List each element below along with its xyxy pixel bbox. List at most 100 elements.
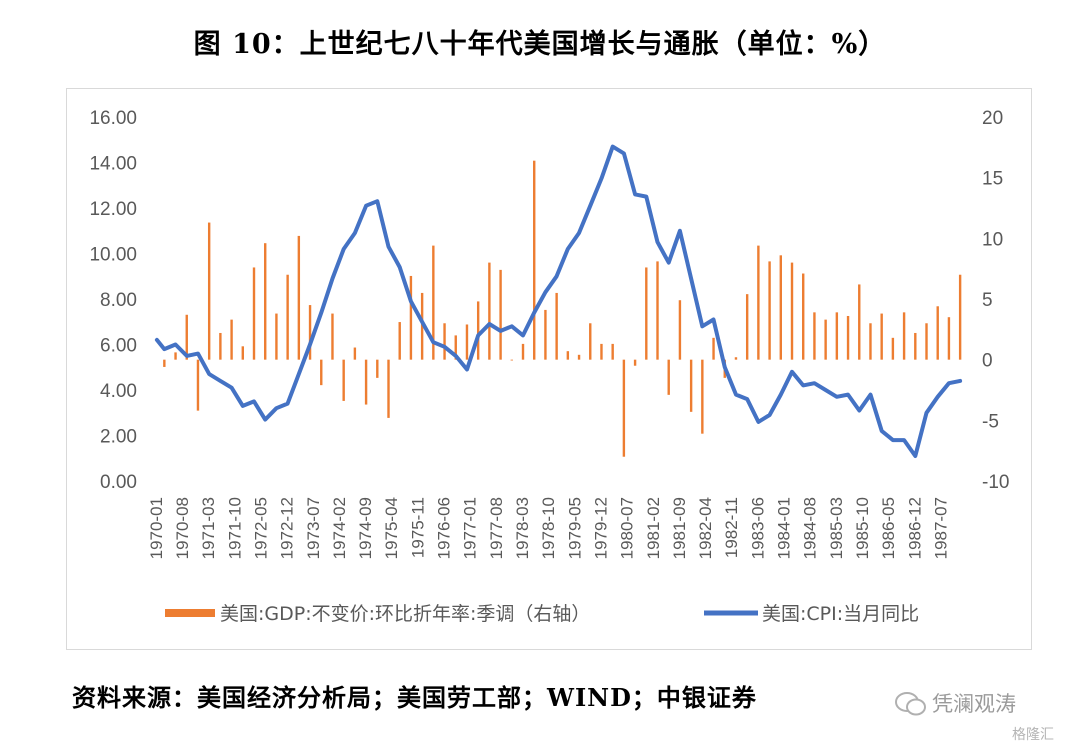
x-axis-tick-label: 1971-10 — [225, 497, 244, 559]
right-axis-tick-label: -10 — [982, 472, 1009, 493]
gdp-bar — [689, 359, 693, 412]
gdp-bar — [958, 274, 962, 360]
gdp-bar — [577, 354, 581, 360]
x-axis-tick-label: 1979-12 — [591, 497, 610, 559]
gdp-bar — [947, 317, 951, 360]
watermark-text: 凭澜观涛 — [932, 692, 1016, 716]
x-axis-tick-label: 1985-10 — [853, 497, 872, 559]
x-axis-tick-label: 1978-03 — [513, 497, 532, 559]
gdp-bar — [476, 301, 480, 360]
left-axis-tick-label: 6.00 — [100, 336, 137, 357]
x-axis-tick-label: 1983-06 — [748, 497, 767, 559]
legend-cpi-label: 美国:CPI:当月同比 — [762, 603, 919, 625]
gdp-bar — [241, 346, 244, 360]
right-axis-tick-label: 20 — [982, 108, 1003, 129]
gdp-bar — [645, 267, 648, 360]
gdp-bar — [802, 273, 805, 360]
gdp-bar — [465, 324, 469, 360]
x-axis-tick-label: 1986-05 — [879, 497, 898, 559]
x-axis-tick-label: 1978-10 — [539, 497, 558, 559]
gdp-bar — [622, 359, 626, 457]
gdp-bar — [387, 359, 390, 418]
gdp-bar — [566, 351, 570, 360]
right-axis-tick-label: 0 — [982, 351, 993, 372]
gdp-bar — [510, 359, 513, 361]
gdp-bar — [320, 359, 323, 386]
gdp-bar — [174, 352, 177, 360]
gdp-bar — [891, 337, 895, 360]
gdp-bar — [779, 255, 782, 360]
watermark-site: 格隆汇 — [1012, 727, 1054, 743]
gdp-bar — [555, 292, 558, 360]
gdp-bar — [656, 261, 659, 360]
gdp-bar — [902, 312, 906, 360]
gdp-bar — [163, 359, 166, 367]
x-axis-tick-label: 1973-07 — [304, 497, 323, 559]
gdp-bar — [409, 275, 413, 360]
cpi-line — [154, 144, 963, 458]
right-axis-tick-label: 5 — [982, 290, 993, 311]
x-axis-tick-label: 1972-05 — [251, 497, 270, 559]
gdp-bar — [835, 312, 839, 360]
gdp-bar — [745, 294, 749, 360]
gdp-bar — [252, 267, 256, 360]
gdp-bar — [521, 343, 525, 360]
gdp-bar — [925, 323, 928, 360]
chart-frame — [66, 88, 1032, 650]
gdp-bar — [824, 319, 827, 360]
gdp-bar — [376, 359, 379, 378]
gdp-bar — [936, 306, 939, 360]
gdp-bar — [790, 262, 794, 360]
gdp-bar — [207, 222, 211, 360]
left-axis-tick-label: 16.00 — [89, 108, 137, 129]
gdp-bar — [589, 323, 592, 360]
left-axis-tick-label: 0.00 — [100, 472, 137, 493]
gdp-bar — [633, 359, 637, 366]
right-axis-tick-label: 10 — [982, 229, 1003, 250]
x-axis-tick-label: 1984-01 — [775, 497, 794, 559]
gdp-bar — [275, 313, 278, 360]
gdp-bar — [869, 323, 872, 360]
gdp-bar — [914, 332, 917, 360]
legend-gdp-label: 美国:GDP:不变价:环比折年率:季调（右轴） — [220, 603, 590, 625]
gdp-bar — [488, 262, 491, 360]
gdp-bar — [297, 235, 301, 360]
chart-title: 图 10：上世纪七八十年代美国增长与通胀（单位：%） — [193, 29, 887, 60]
gdp-bar — [331, 313, 334, 360]
x-axis-tick-label: 1986-12 — [905, 497, 924, 559]
gdp-bar — [196, 359, 200, 411]
x-axis-tick-label: 1976-06 — [435, 497, 454, 559]
x-axis-tick-label: 1972-12 — [278, 497, 297, 559]
gdp-bar — [734, 357, 738, 360]
gdp-bar — [600, 343, 603, 360]
gdp-bar — [858, 284, 861, 360]
gdp-bar — [286, 274, 289, 360]
gdp-bar — [846, 315, 850, 360]
gdp-bar — [432, 245, 435, 360]
x-axis-tick-label: 1979-05 — [565, 497, 584, 559]
gdp-bar — [264, 243, 267, 360]
x-axis-tick-label: 1985-03 — [827, 497, 846, 559]
x-axis-tick-label: 1980-07 — [618, 497, 637, 559]
wechat-logo-icon — [895, 692, 926, 716]
x-axis-tick-label: 1977-08 — [487, 497, 506, 559]
x-axis-tick-label: 1971-03 — [199, 497, 218, 559]
gdp-bar — [813, 312, 816, 360]
left-axis-tick-label: 14.00 — [89, 154, 137, 175]
right-axis-tick-label: 15 — [982, 169, 1003, 190]
gdp-bar — [712, 337, 715, 360]
left-axis-tick-label: 10.00 — [89, 245, 137, 266]
gdp-bar — [768, 261, 771, 360]
x-axis-tick-label: 1987-07 — [931, 497, 950, 559]
x-axis-tick-label: 1982-11 — [722, 497, 741, 558]
x-axis-tick-label: 1975-11 — [408, 497, 427, 558]
x-axis-tick-label: 1977-01 — [461, 497, 480, 559]
gdp-bar — [678, 300, 682, 360]
gdp-bar — [308, 305, 312, 360]
gdp-bar — [420, 292, 424, 360]
gdp-bar — [533, 160, 536, 360]
legend-gdp-swatch — [165, 609, 215, 617]
x-axis-tick-label: 1970-01 — [147, 497, 166, 559]
gdp-bar — [701, 359, 704, 434]
x-axis-tick-label: 1974-09 — [356, 497, 375, 559]
